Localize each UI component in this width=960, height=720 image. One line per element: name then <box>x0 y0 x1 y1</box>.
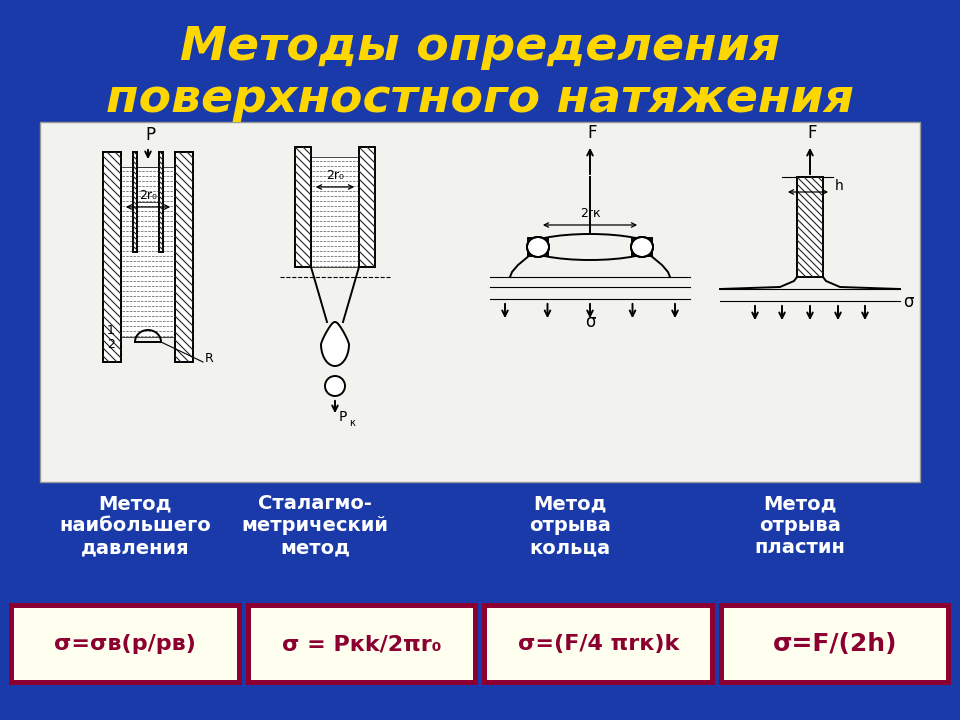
Text: h: h <box>835 179 844 193</box>
Bar <box>246 603 478 685</box>
Bar <box>797 177 823 277</box>
Text: 2rк: 2rк <box>580 207 600 220</box>
Bar <box>159 152 163 252</box>
Ellipse shape <box>527 237 549 257</box>
Bar <box>528 238 548 256</box>
Text: 1: 1 <box>108 324 115 337</box>
Text: F: F <box>807 124 817 142</box>
Bar <box>482 603 714 685</box>
Text: σ=σв(p/pв): σ=σв(p/pв) <box>55 634 196 654</box>
Text: σ: σ <box>585 313 595 331</box>
Bar <box>137 167 159 202</box>
Polygon shape <box>321 322 349 366</box>
Bar <box>359 147 375 267</box>
Text: Метод
отрыва
пластин: Метод отрыва пластин <box>755 494 846 557</box>
Text: 2r₀: 2r₀ <box>326 169 344 182</box>
Text: 2r₀: 2r₀ <box>139 189 156 202</box>
Text: Метод
наибольшего
давления: Метод наибольшего давления <box>60 494 211 557</box>
Circle shape <box>325 376 345 396</box>
Bar <box>103 152 121 362</box>
Text: R: R <box>205 352 214 365</box>
Bar <box>295 147 311 267</box>
Text: 2: 2 <box>108 338 115 351</box>
Text: σ=F/(2h): σ=F/(2h) <box>773 632 897 656</box>
Text: σ=(F/4 πrк)k: σ=(F/4 πrк)k <box>517 634 679 654</box>
Bar <box>14 608 236 680</box>
Bar <box>632 238 652 256</box>
Text: Метод
отрыва
кольца: Метод отрыва кольца <box>529 494 611 557</box>
Text: P: P <box>339 410 348 424</box>
Bar <box>718 603 951 685</box>
Bar <box>175 152 193 362</box>
Ellipse shape <box>631 237 653 257</box>
Bar <box>251 608 473 680</box>
Text: поверхностного натяжения: поверхностного натяжения <box>106 78 854 122</box>
Text: P: P <box>145 126 156 144</box>
Text: Сталагмо-
метрический
метод: Сталагмо- метрический метод <box>242 494 389 557</box>
Bar <box>311 157 359 267</box>
Text: F: F <box>588 124 597 142</box>
Text: Методы определения: Методы определения <box>180 25 780 71</box>
Text: σ: σ <box>903 293 914 311</box>
Bar <box>487 608 709 680</box>
Bar <box>9 603 242 685</box>
Bar <box>133 152 137 252</box>
Bar <box>40 122 920 482</box>
Bar <box>724 608 946 680</box>
Bar <box>121 167 175 337</box>
Text: σ = Pкk/2πr₀: σ = Pкk/2πr₀ <box>282 634 442 654</box>
Text: к: к <box>349 418 355 428</box>
